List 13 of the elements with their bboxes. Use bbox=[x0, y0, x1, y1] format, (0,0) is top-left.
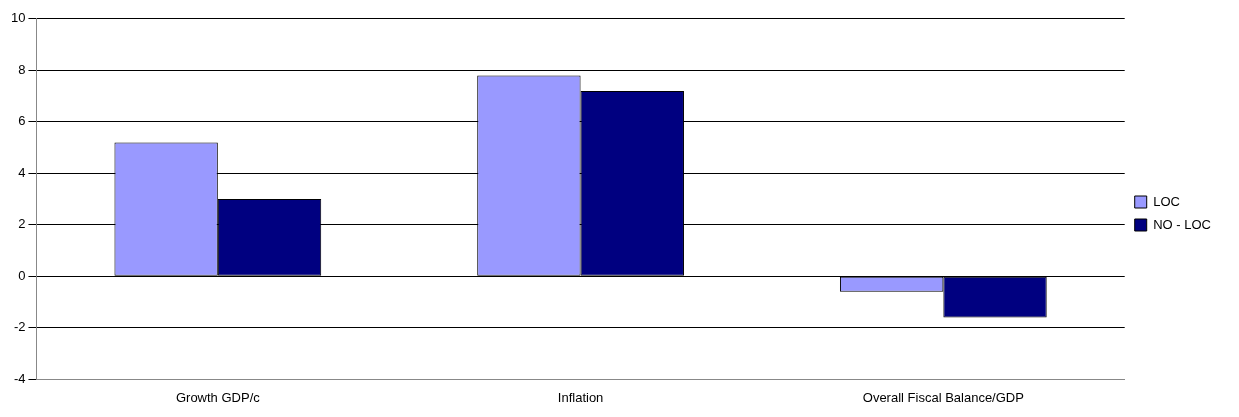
y-tick-label: 6 bbox=[18, 113, 26, 129]
y-tick-label: 2 bbox=[18, 216, 26, 232]
y-tick-label: 10 bbox=[10, 10, 26, 26]
x-tick-label: Overall Fiscal Balance/GDP bbox=[862, 389, 1024, 405]
y-tick-label: 0 bbox=[18, 267, 26, 283]
x-tick-label: Growth GDP/c bbox=[175, 389, 261, 405]
x-tick-label: Inflation bbox=[557, 389, 604, 405]
y-tick-label: 8 bbox=[18, 61, 26, 77]
legend-label: NO - LOC bbox=[1153, 216, 1212, 232]
y-tick-label: 4 bbox=[18, 164, 26, 180]
legend-label: LOC bbox=[1153, 193, 1180, 209]
y-tick-label: -2 bbox=[13, 319, 26, 335]
y-tick-label: -4 bbox=[13, 370, 26, 386]
